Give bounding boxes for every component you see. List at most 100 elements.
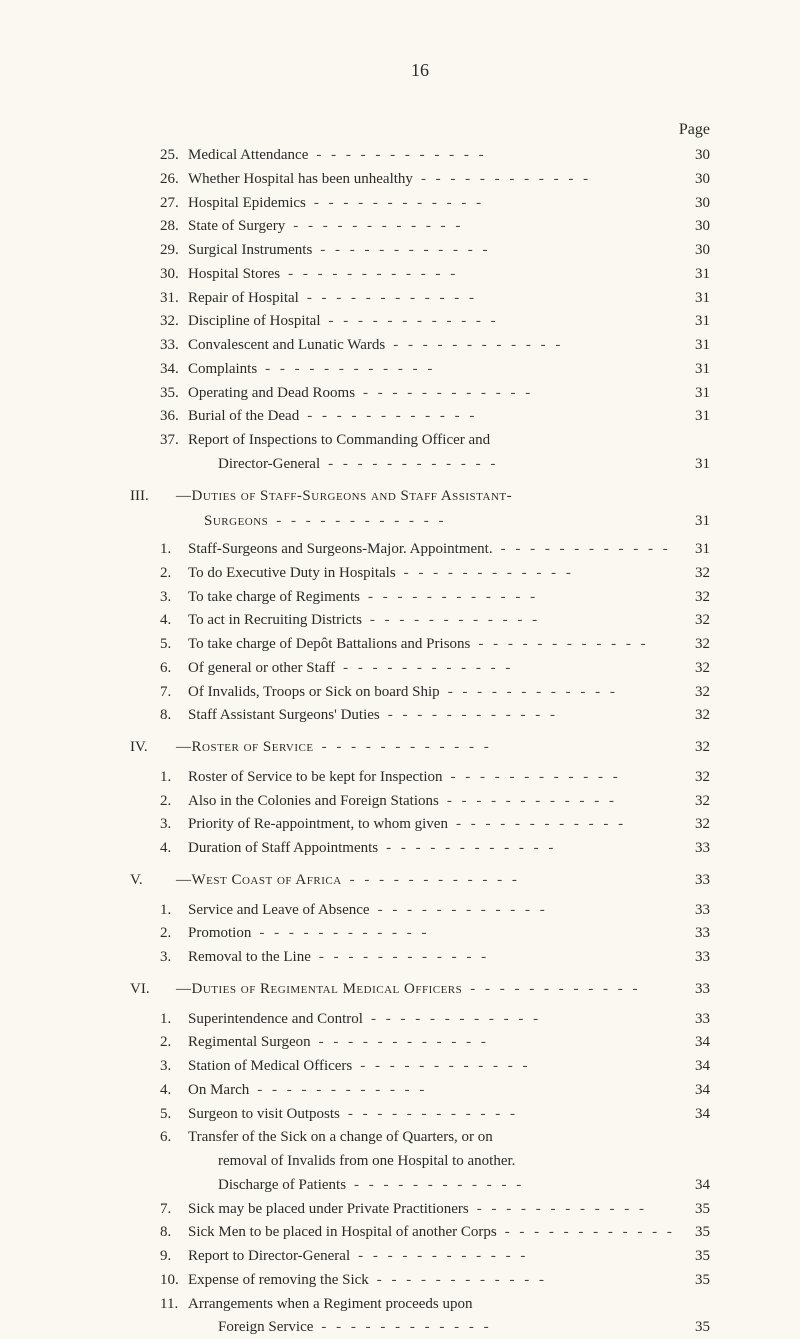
page-ref: 35 [684, 1246, 710, 1268]
toc-row: 35.Operating and Dead Rooms- - - - - - -… [160, 383, 710, 405]
toc-row: 30.Hospital Stores- - - - - - - - - - - … [160, 264, 710, 286]
item-text: Service and Leave of Absence [188, 900, 370, 922]
item-text: Repair of Hospital [188, 288, 299, 310]
toc-row: 7.Of Invalids, Troops or Sick on board S… [160, 682, 710, 704]
page-ref: 32 [684, 682, 710, 704]
section-number: V. [130, 870, 176, 892]
leader: - - - - - - - - - - - - [268, 511, 684, 533]
toc-row: 29.Surgical Instruments- - - - - - - - -… [160, 240, 710, 262]
toc-row: 1.Staff-Surgeons and Surgeons-Major. App… [160, 539, 710, 561]
page-ref: 31 [684, 264, 710, 286]
item-text: Expense of removing the Sick [188, 1270, 369, 1292]
toc-row: 31.Repair of Hospital- - - - - - - - - -… [160, 288, 710, 310]
item-number: 2. [160, 1032, 188, 1054]
page-ref: 34 [684, 1175, 710, 1197]
leader: - - - - - - - - - - - - [443, 767, 684, 789]
toc-row: 1.Service and Leave of Absence- - - - - … [160, 900, 710, 922]
page-number: 16 [130, 60, 710, 81]
page-ref: 32 [684, 563, 710, 585]
item-text: Medical Attendance [188, 145, 308, 167]
item-text: Burial of the Dead [188, 406, 299, 428]
toc-row: 3.Priority of Re-appointment, to whom gi… [160, 814, 710, 836]
leader: - - - - - - - - - - - - [493, 539, 684, 561]
toc-row: 26.Whether Hospital has been unhealthy- … [160, 169, 710, 191]
leader: - - - - - - - - - - - - [314, 737, 684, 759]
item-text: Promotion [188, 923, 251, 945]
page-header: Page [130, 121, 710, 139]
toc-row: 1.Roster of Service to be kept for Inspe… [160, 767, 710, 789]
item-number: 5. [160, 1104, 188, 1126]
section-iv-header: IV. —Roster of Service - - - - - - - - -… [130, 737, 710, 759]
leader: - - - - - - - - - - - - [439, 791, 684, 813]
leader: - - - - - - - - - - - - [355, 383, 684, 405]
page-ref: 30 [684, 240, 710, 262]
item-text: To act in Recruiting Districts [188, 610, 362, 632]
item-number: 6. [160, 1127, 188, 1149]
page-ref: 32 [684, 658, 710, 680]
section-title: —West Coast of Africa [176, 870, 342, 892]
toc-row: 9.Report to Director-General- - - - - - … [160, 1246, 710, 1268]
page-ref: 31 [684, 383, 710, 405]
item-text: Superintendence and Control [188, 1009, 363, 1031]
leader: - - - - - - - - - - - - [249, 1080, 684, 1102]
page-ref: 31 [684, 454, 710, 476]
item-number: 10. [160, 1270, 188, 1292]
leader: - - - - - - - - - - - - [306, 193, 684, 215]
toc-row: 4.On March- - - - - - - - - - - -34 [160, 1080, 710, 1102]
toc-row: 4.To act in Recruiting Districts- - - - … [160, 610, 710, 632]
section-vi-header: VI. —Duties of Regimental Medical Office… [130, 979, 710, 1001]
section-number: VI. [130, 979, 176, 1001]
leader: - - - - - - - - - - - - [470, 634, 684, 656]
leader: - - - - - - - - - - - - [497, 1222, 684, 1244]
toc-row: 5.To take charge of Depôt Battalions and… [160, 634, 710, 656]
page-ref: 32 [684, 587, 710, 609]
toc-row: 33.Convalescent and Lunatic Wards- - - -… [160, 335, 710, 357]
table-of-contents: 25.Medical Attendance - - - - - - - - - -… [130, 145, 710, 1339]
section-title: —Roster of Service [176, 737, 314, 759]
item-number: 2. [160, 791, 188, 813]
item-number: 1. [160, 1009, 188, 1031]
toc-row: 2.Regimental Surgeon- - - - - - - - - - … [160, 1032, 710, 1054]
item-text: Sick Men to be placed in Hospital of ano… [188, 1222, 497, 1244]
leader: - - - - - - - - - - - - [335, 658, 684, 680]
item-text: Arrangements when a Regiment proceeds up… [188, 1294, 473, 1316]
toc-row: 3.Removal to the Line- - - - - - - - - -… [160, 947, 710, 969]
toc-row: 3.Station of Medical Officers- - - - - -… [160, 1056, 710, 1078]
item-number: 2. [160, 563, 188, 585]
item-text: Hospital Stores [188, 264, 280, 286]
item-number: 5. [160, 634, 188, 656]
item-number: 6. [160, 658, 188, 680]
page-ref: 32 [684, 634, 710, 656]
item-text: State of Surgery [188, 216, 285, 238]
toc-row: removal of Invalids from one Hospital to… [160, 1151, 710, 1173]
item-number: 35. [160, 383, 188, 405]
item-text: Surgical Instruments [188, 240, 312, 262]
item-number: 29. [160, 240, 188, 262]
leader: - - - - - - - - - - - - [311, 1032, 684, 1054]
leader: - - - - - - - - - - - - [311, 947, 684, 969]
leader: - - - - - - - - - - - - [350, 1246, 684, 1268]
leader: - - - - - - - - - - - - [257, 359, 684, 381]
toc-row: 2.Also in the Colonies and Foreign Stati… [160, 791, 710, 813]
item-number: 3. [160, 1056, 188, 1078]
item-text: Sick may be placed under Private Practit… [188, 1199, 469, 1221]
item-text: Staff Assistant Surgeons' Duties [188, 705, 380, 727]
item-text: Station of Medical Officers [188, 1056, 352, 1078]
page-ref: 32 [684, 791, 710, 813]
page-ref: 34 [684, 1056, 710, 1078]
item-number: 25. [160, 145, 188, 167]
item-number: 31. [160, 288, 188, 310]
toc-row: 2.To do Executive Duty in Hospitals- - -… [160, 563, 710, 585]
toc-row: 1.Superintendence and Control- - - - - -… [160, 1009, 710, 1031]
leader: - - - - - - - - - - - - [363, 1009, 684, 1031]
item-number: 36. [160, 406, 188, 428]
item-number: 26. [160, 169, 188, 191]
toc-row: 32.Discipline of Hospital- - - - - - - -… [160, 311, 710, 333]
page-ref: 33 [684, 838, 710, 860]
leader: - - - - - - - - - - - - [251, 923, 684, 945]
leader: - - - - - - - - - - - - [320, 454, 684, 476]
page-ref: 32 [684, 610, 710, 632]
leader: - - - - - - - - - - - - [362, 610, 684, 632]
leader: - - - - - - - - - - - - [440, 682, 684, 704]
page-ref: 33 [684, 923, 710, 945]
